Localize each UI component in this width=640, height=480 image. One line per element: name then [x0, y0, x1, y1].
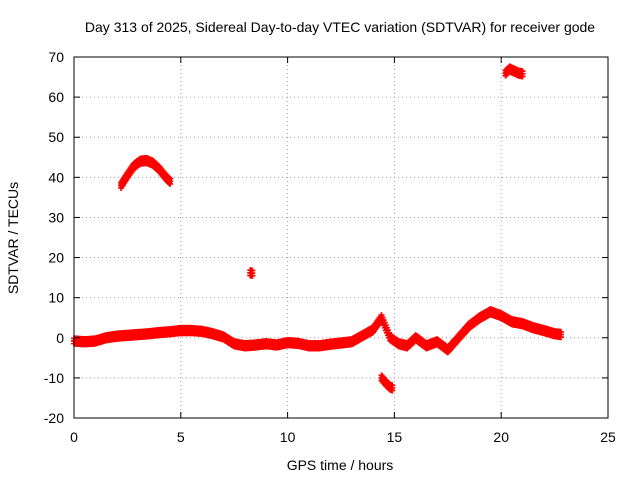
x-tick-label: 10 — [280, 429, 296, 445]
chart-title: Day 313 of 2025, Sidereal Day-to-day VTE… — [85, 19, 595, 35]
data-point — [519, 73, 526, 80]
x-tick-label: 5 — [177, 429, 185, 445]
data-points — [71, 63, 565, 394]
x-tick-label: 25 — [600, 429, 616, 445]
y-tick-label: 20 — [48, 250, 64, 266]
y-tick-label: 50 — [48, 129, 64, 145]
x-axis-label: GPS time / hours — [287, 457, 394, 473]
plot-frame — [73, 56, 609, 419]
series-main-band — [71, 306, 565, 356]
series-drop-near-14.5-h — [378, 372, 396, 394]
data-point — [249, 272, 256, 279]
series-arc-near-3-h — [117, 154, 174, 191]
y-tick-label: 10 — [48, 290, 64, 306]
x-tick-label: 20 — [493, 429, 509, 445]
series-point-near-8.3-h — [247, 267, 256, 279]
series-segment-near-20.5-h — [502, 63, 526, 80]
axis-ticks: 0 5 10 15 20 25 -20 -10 0 10 20 30 40 50 60 70 — [44, 49, 616, 445]
data-point — [167, 180, 174, 187]
x-tick-label: 0 — [70, 429, 78, 445]
x-tick-label: 15 — [387, 429, 403, 445]
y-tick-label: 60 — [48, 89, 64, 105]
y-tick-label: 0 — [56, 330, 64, 346]
y-axis-label: SDTVAR / TECUs — [5, 182, 21, 294]
data-point — [389, 387, 396, 394]
y-tick-label: 70 — [48, 49, 64, 65]
y-tick-label: -10 — [44, 370, 64, 386]
y-tick-label: -20 — [44, 410, 64, 426]
data-point — [558, 334, 565, 341]
grid-lines — [74, 57, 608, 418]
y-tick-label: 30 — [48, 209, 64, 225]
y-tick-label: 40 — [48, 169, 64, 185]
